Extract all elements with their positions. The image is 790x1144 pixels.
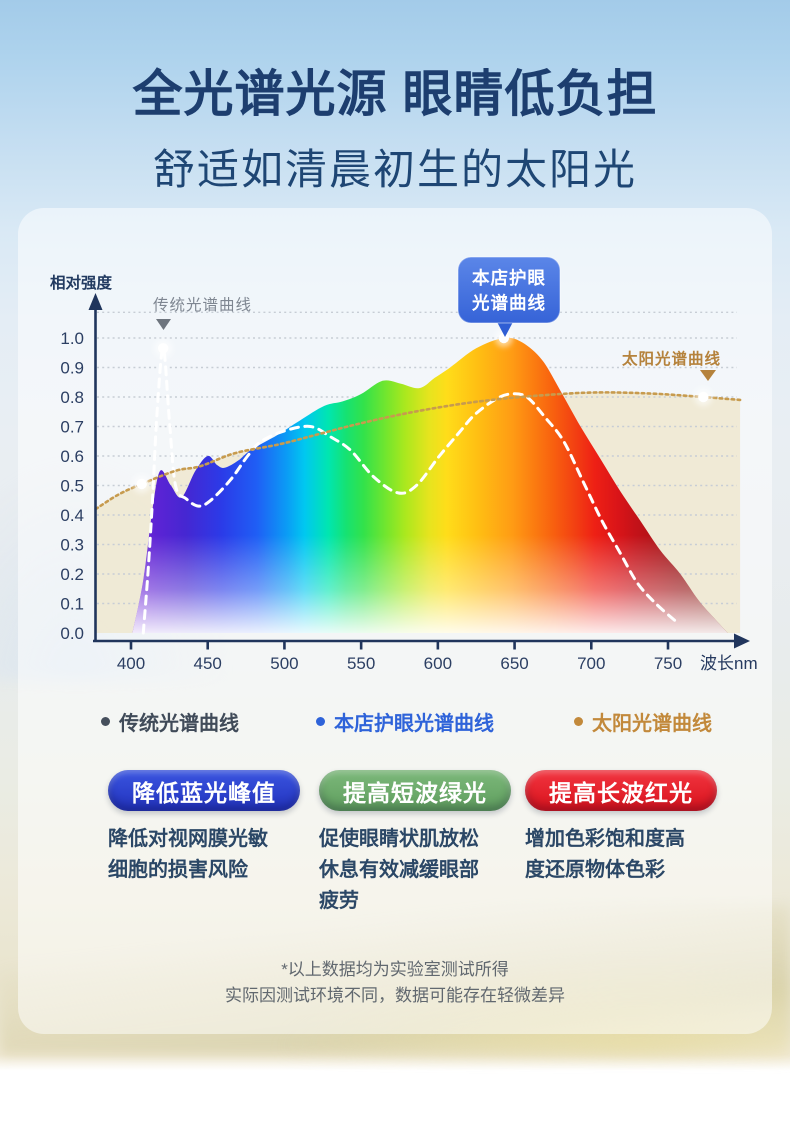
card-boost-green-light: 提高短波绿光 促使眼睛状肌放松休息有效减缓眼部疲劳 xyxy=(319,770,511,917)
card-description: 增加色彩饱和度高度还原物体色彩 xyxy=(525,828,685,881)
card-badge: 降低蓝光峰值 xyxy=(108,770,300,811)
chart-legend: 传统光谱曲线 本店护眼光谱曲线 太阳光谱曲线 xyxy=(0,707,790,737)
legend-item-store: 本店护眼光谱曲线 xyxy=(316,707,494,736)
card-badge: 提高短波绿光 xyxy=(319,770,511,811)
legend-item-traditional: 传统光谱曲线 xyxy=(101,707,239,736)
disclaimer-line1: *以上数据均为实验室测试所得 xyxy=(281,960,509,979)
card-boost-red-light: 提高长波红光 增加色彩饱和度高度还原物体色彩 xyxy=(525,770,717,886)
page-subtitle: 舒适如清晨初生的太阳光 xyxy=(152,146,637,193)
legend-bullet-icon xyxy=(101,717,110,726)
legend-bullet-icon xyxy=(316,717,325,726)
disclaimer-line2: 实际因测试环境不同，数据可能存在轻微差异 xyxy=(225,986,565,1005)
card-reduce-blue-light: 降低蓝光峰值 降低对视网膜光敏细胞的损害风险 xyxy=(108,770,300,886)
legend-bullet-icon xyxy=(574,717,583,726)
disclaimer: *以上数据均为实验室测试所得 实际因测试环境不同，数据可能存在轻微差异 xyxy=(0,957,790,1009)
page-title: 全光谱光源 眼睛低负担 xyxy=(132,66,658,122)
legend-item-sun: 太阳光谱曲线 xyxy=(574,707,712,736)
card-badge: 提高长波红光 xyxy=(525,770,717,811)
card-description: 促使眼睛状肌放松休息有效减缓眼部疲劳 xyxy=(319,828,479,912)
card-description: 降低对视网膜光敏细胞的损害风险 xyxy=(108,828,268,881)
